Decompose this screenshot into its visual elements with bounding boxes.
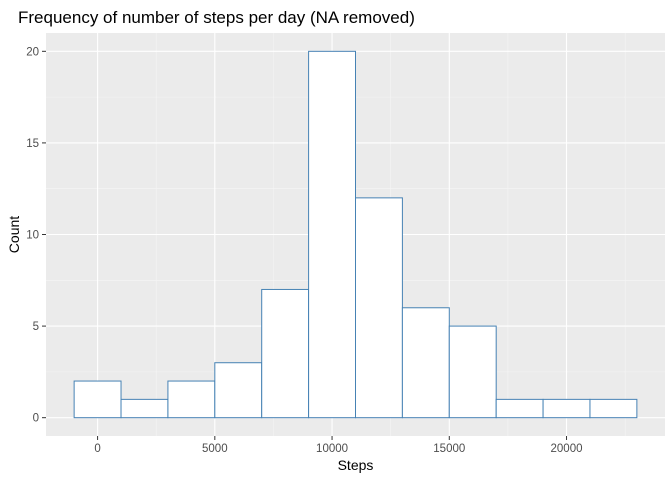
x-tick-label: 0 [94,443,100,455]
histogram-bar [495,398,544,419]
y-tick-label: 5 [33,321,39,333]
histogram-bar [401,307,450,419]
histogram-bar [355,197,403,419]
y-tick-label: 10 [26,230,39,242]
histogram-bar [308,50,356,419]
histogram-bars [73,50,638,419]
histogram-bar [261,288,310,419]
histogram-bar [542,398,591,419]
y-axis-title: Count [6,216,22,253]
x-axis: 0 5000 10000 15000 20000 [94,436,583,455]
histogram-bar [73,380,122,419]
x-tick-label: 20000 [551,443,583,455]
y-tick-label: 15 [26,138,39,150]
histogram-bar [214,362,263,419]
x-tick-label: 15000 [433,443,465,455]
x-tick-label: 5000 [202,443,228,455]
chart-title: Frequency of number of steps per day (NA… [18,8,415,27]
x-tick-label: 10000 [316,443,348,455]
histogram-bar [589,398,638,419]
histogram-bar [448,325,497,419]
y-tick-label: 20 [26,46,39,58]
y-axis: 0 5 10 15 20 [26,46,46,425]
y-tick-label: 0 [33,413,39,425]
x-axis-title: Steps [338,457,374,473]
histogram-bar [120,398,169,419]
histogram-bar [167,380,216,419]
